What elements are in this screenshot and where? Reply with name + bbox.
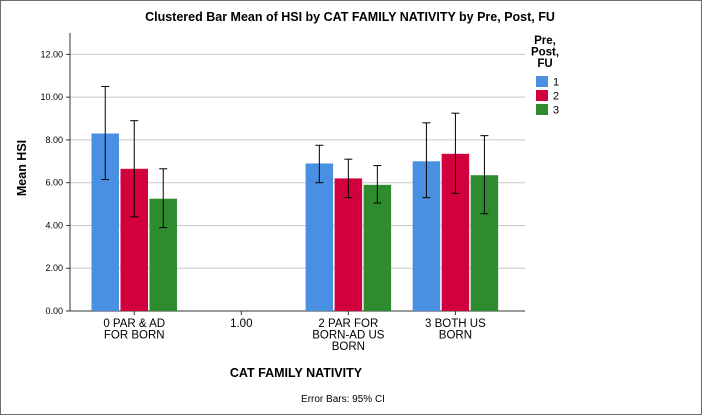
x-tick-label: 3 BOTH US bbox=[425, 318, 486, 330]
x-tick-label: BORN bbox=[332, 341, 365, 353]
y-tick-label: 0.00 bbox=[45, 306, 63, 316]
y-tick-label: 6.00 bbox=[45, 178, 63, 188]
plot-area: 0.00 2.00 4.00 6.00 8.00 10.00 12.00 0 PAR & AD… bbox=[40, 33, 525, 353]
y-tick-label: 8.00 bbox=[45, 135, 63, 145]
legend-swatch bbox=[536, 90, 548, 101]
y-tick-label: 12.00 bbox=[40, 49, 63, 59]
y-axis-title: Mean HSI bbox=[15, 140, 29, 196]
legend-swatch bbox=[536, 104, 548, 115]
bar bbox=[363, 184, 392, 311]
legend-label: 1 bbox=[553, 77, 559, 89]
legend: Pre,Post,FU1 2 3 bbox=[531, 35, 559, 117]
y-tick-label: 10.00 bbox=[40, 92, 63, 102]
legend-title: Post, bbox=[531, 47, 559, 59]
error-bar-footnote: Error Bars: 95% CI bbox=[301, 394, 385, 405]
x-axis-title: CAT FAMILY NATIVITY bbox=[230, 366, 363, 380]
chart-title: Clustered Bar Mean of HSI by CAT FAMILY … bbox=[145, 10, 555, 24]
legend-label: 3 bbox=[553, 105, 559, 117]
legend-title: Pre, bbox=[534, 35, 556, 47]
x-tick-label: FOR BORN bbox=[104, 330, 165, 342]
legend-swatch bbox=[536, 76, 548, 87]
bar bbox=[334, 178, 363, 311]
y-tick-label: 2.00 bbox=[45, 263, 63, 273]
x-tick-label: 1.00 bbox=[230, 318, 252, 330]
y-tick-label: 4.00 bbox=[45, 220, 63, 230]
x-tick-label: BORN bbox=[439, 330, 472, 342]
x-tick-label: BORN-AD US bbox=[312, 330, 385, 342]
bar bbox=[305, 163, 334, 311]
legend-title: FU bbox=[537, 58, 552, 70]
x-tick-label: 2 PAR FOR bbox=[318, 318, 378, 330]
x-tick-label: 0 PAR & AD bbox=[103, 318, 165, 330]
legend-label: 2 bbox=[553, 91, 559, 103]
